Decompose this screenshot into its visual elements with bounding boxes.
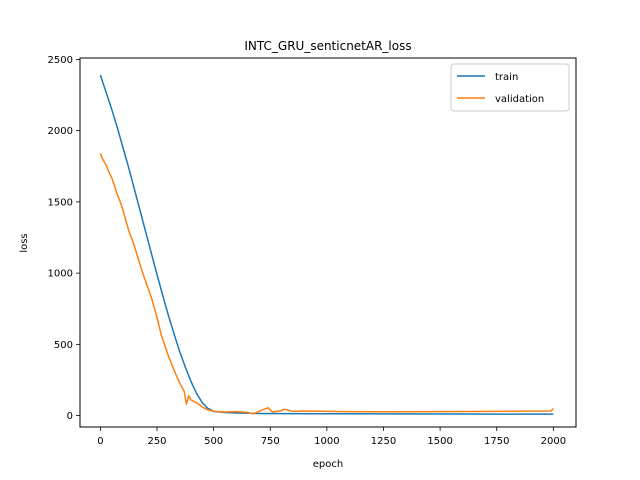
x-tick-label: 2000	[541, 436, 566, 447]
x-axis-label: epoch	[313, 459, 343, 470]
y-tick-label: 0	[67, 411, 73, 422]
x-tick-label: 500	[204, 436, 223, 447]
x-tick-label: 0	[97, 436, 103, 447]
y-tick-label: 2000	[48, 126, 73, 137]
legend-label-validation: validation	[495, 94, 544, 105]
x-tick-label: 1750	[484, 436, 509, 447]
x-tick-label: 1250	[371, 436, 396, 447]
plot-frame	[79, 57, 577, 428]
x-tick-label: 1000	[314, 436, 339, 447]
y-axis: 0 500 1000 1500 2000 2500	[48, 55, 80, 422]
x-tick-label: 250	[147, 436, 166, 447]
x-axis: 0 250 500 750 1000 1250 1500 1750 2000	[97, 427, 566, 447]
chart-title: INTC_GRU_senticnetAR_loss	[244, 39, 411, 53]
y-tick-label: 1000	[48, 269, 73, 280]
legend-label-train: train	[495, 72, 518, 83]
plot-series-group	[99, 74, 554, 415]
legend: train validation	[450, 63, 570, 112]
x-tick-label: 750	[261, 436, 280, 447]
series-layer	[99, 74, 554, 415]
y-tick-label: 500	[54, 340, 73, 351]
series-line-validation	[99, 153, 554, 415]
x-tick-label: 1500	[427, 436, 452, 447]
y-tick-label: 1500	[48, 197, 73, 208]
series-line-train	[99, 74, 554, 415]
y-tick-label: 2500	[48, 55, 73, 66]
y-axis-label: loss	[19, 233, 30, 252]
